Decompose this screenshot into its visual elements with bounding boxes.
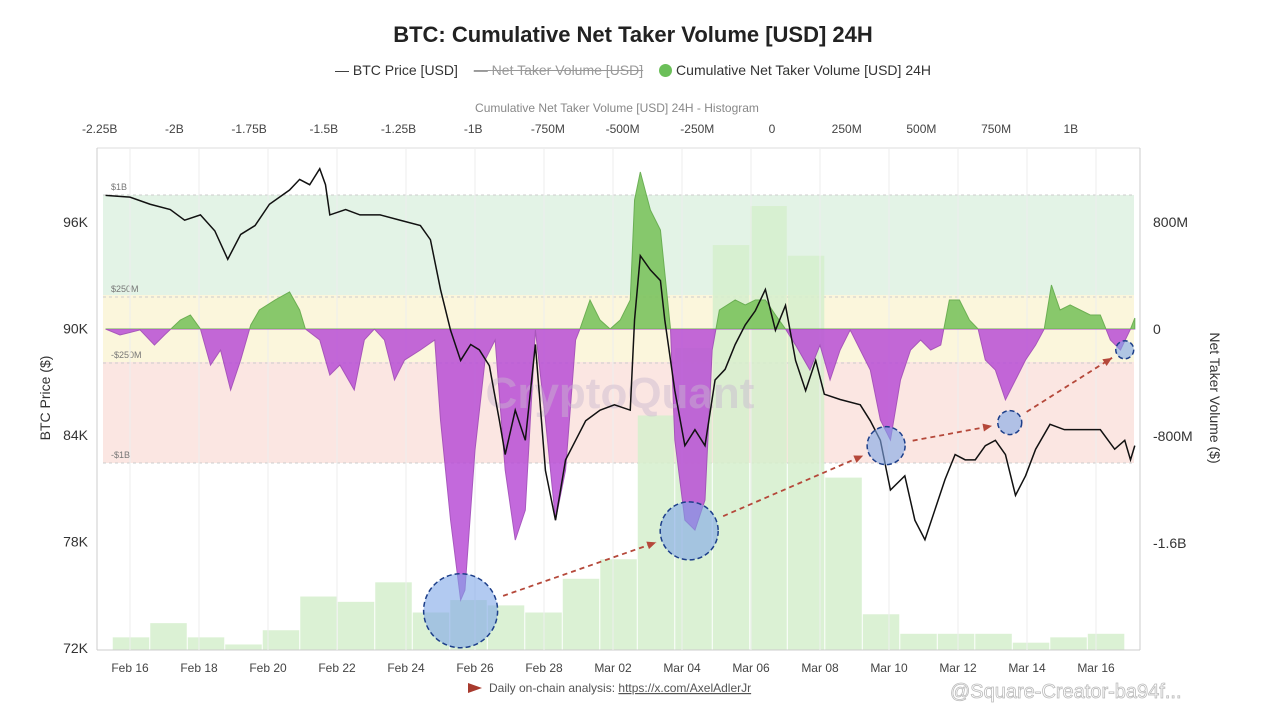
highlight-circle	[422, 572, 499, 649]
zone-label: $250M	[111, 284, 139, 294]
x-tick-label: Feb 16	[111, 661, 149, 675]
histogram-bar	[150, 623, 187, 650]
top-tick-label: 1B	[1063, 122, 1078, 136]
arrow-head-icon	[982, 423, 993, 432]
cumulative-area-negative	[105, 329, 1136, 602]
top-tick-label: -1.5B	[309, 122, 338, 136]
cumulative-area-positive	[105, 171, 1136, 329]
x-tick-label: Feb 26	[456, 661, 494, 675]
watermark: CryptoQuant	[486, 369, 755, 418]
histogram-bar	[300, 596, 337, 650]
btc-price-line	[105, 167, 1136, 542]
x-tick-label: Feb 18	[180, 661, 218, 675]
histogram-bar	[750, 206, 787, 650]
arrow-head-icon	[646, 541, 657, 550]
footer-text: Daily on-chain analysis: https://x.com/A…	[489, 681, 751, 695]
histogram-bar	[1012, 642, 1050, 650]
x-tick-label: Mar 02	[594, 661, 632, 675]
x-tick-label: Feb 22	[318, 661, 356, 675]
top-tick-label: -1.75B	[231, 122, 266, 136]
histogram-bar	[975, 633, 1012, 650]
legend-label: Net Taker Volume [USD]	[491, 62, 644, 78]
arrow-head-icon	[853, 455, 864, 463]
histogram-bar	[562, 578, 600, 650]
highlight-circle	[659, 501, 719, 561]
zone-label: -$250M	[111, 350, 142, 360]
top-tick-label: 500M	[906, 122, 936, 136]
histogram-bar	[600, 559, 637, 650]
top-tick-label: -1B	[464, 122, 483, 136]
arrow-head-icon	[1102, 357, 1113, 367]
zone-label: $1B	[111, 182, 127, 192]
right-axis-label: Net Taker Volume ($)	[1207, 332, 1223, 463]
histogram-bar	[900, 633, 937, 650]
top-tick-label: 250M	[832, 122, 862, 136]
x-tick-label: Mar 14	[1008, 661, 1046, 675]
histogram-bar	[862, 614, 900, 650]
trend-arrow-line	[912, 424, 993, 442]
right-tick-label: -800M	[1153, 428, 1193, 444]
green-dot-icon	[659, 64, 673, 77]
x-tick-label: Feb 24	[387, 661, 425, 675]
zone-band	[103, 362, 1134, 463]
legend-label: BTC Price [USD]	[352, 62, 458, 78]
top-tick-label: -1.25B	[381, 122, 416, 136]
top-tick-label: -250M	[680, 122, 714, 136]
histogram-bar	[787, 255, 825, 650]
top-tick-label: 0	[769, 122, 776, 136]
x-tick-label: Mar 10	[870, 661, 908, 675]
histogram-bar	[225, 644, 262, 650]
histogram-bar	[187, 637, 225, 650]
footer-link[interactable]: https://x.com/AxelAdlerJr	[618, 681, 751, 695]
legend-label: Cumulative Net Taker Volume [USD] 24H	[676, 62, 932, 78]
left-tick-label: 72K	[63, 640, 89, 656]
x-tick-label: Feb 20	[249, 661, 287, 675]
x-tick-label: Mar 16	[1077, 661, 1115, 675]
footer-arrow-icon	[468, 683, 482, 693]
x-tick-label: Mar 06	[732, 661, 770, 675]
top-tick-label: -2.25B	[82, 122, 117, 136]
histogram-bar	[1050, 637, 1087, 650]
left-tick-label: 78K	[63, 534, 89, 550]
legend-item-cumulative[interactable]: Cumulative Net Taker Volume [USD] 24H	[659, 62, 931, 78]
histogram-bar	[825, 477, 862, 650]
left-tick-label: 96K	[63, 214, 89, 230]
left-tick-label: 90K	[63, 321, 89, 337]
zone-band	[103, 195, 1134, 295]
zone-label: -$1B	[111, 450, 130, 460]
chart-title: BTC: Cumulative Net Taker Volume [USD] 2…	[393, 22, 873, 47]
highlight-circle	[866, 425, 906, 466]
top-tick-label: -750M	[531, 122, 565, 136]
legend-item-net-taker-volume[interactable]: — Net Taker Volume [USD]	[473, 62, 644, 78]
left-tick-label: 84K	[63, 427, 89, 443]
corner-watermark: @Square-Creator-ba94f...	[950, 681, 1182, 703]
left-axis-label: BTC Price ($)	[37, 356, 53, 441]
top-axis-label: Cumulative Net Taker Volume [USD] 24H - …	[475, 101, 759, 115]
trend-arrow-line	[722, 454, 864, 517]
top-tick-label: 750M	[981, 122, 1011, 136]
right-tick-label: 800M	[1153, 214, 1188, 230]
footer-prefix: Daily on-chain analysis:	[489, 681, 618, 695]
histogram-bar	[112, 637, 150, 650]
histogram-bar	[937, 633, 975, 650]
histogram-bar	[337, 601, 375, 650]
x-tick-label: Mar 08	[801, 661, 839, 675]
x-tick-label: Mar 12	[939, 661, 977, 675]
highlight-circle	[997, 409, 1023, 436]
right-tick-label: -1.6B	[1153, 535, 1186, 551]
top-tick-label: -500M	[606, 122, 640, 136]
trend-arrow-line	[1026, 357, 1113, 413]
legend-item-btc-price[interactable]: — BTC Price [USD]	[334, 62, 458, 78]
histogram-bar	[1087, 633, 1125, 650]
x-tick-label: Feb 28	[525, 661, 563, 675]
top-tick-label: -2B	[165, 122, 184, 136]
x-tick-label: Mar 04	[663, 661, 701, 675]
histogram-bar	[262, 630, 300, 650]
legend: — BTC Price [USD] — Net Taker Volume [US…	[0, 62, 1266, 78]
trend-arrow-line	[502, 541, 657, 597]
right-tick-label: 0	[1153, 321, 1161, 337]
highlight-circle	[1115, 340, 1135, 360]
